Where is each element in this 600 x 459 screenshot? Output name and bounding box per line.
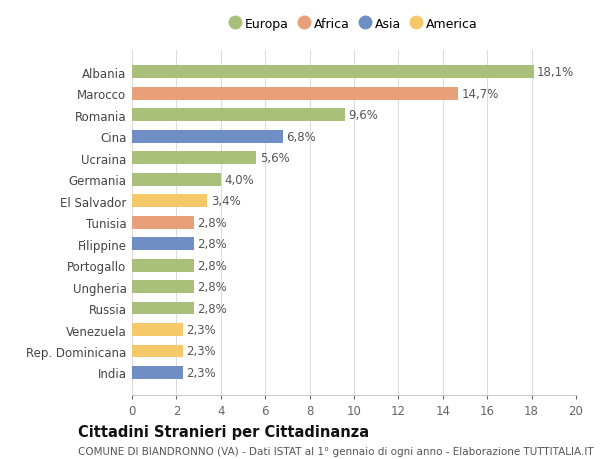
- Text: 2,8%: 2,8%: [197, 280, 227, 293]
- Text: 3,4%: 3,4%: [211, 195, 241, 207]
- Bar: [132, 366, 183, 379]
- Text: 2,8%: 2,8%: [197, 259, 227, 272]
- Text: 2,3%: 2,3%: [187, 323, 216, 336]
- Text: 18,1%: 18,1%: [537, 66, 574, 79]
- Text: COMUNE DI BIANDRONNO (VA) - Dati ISTAT al 1° gennaio di ogni anno - Elaborazione: COMUNE DI BIANDRONNO (VA) - Dati ISTAT a…: [78, 446, 593, 456]
- Text: 2,8%: 2,8%: [197, 302, 227, 315]
- Text: 5,6%: 5,6%: [260, 152, 289, 165]
- Bar: [132, 88, 458, 101]
- Text: 6,8%: 6,8%: [286, 130, 316, 143]
- Text: 4,0%: 4,0%: [224, 173, 254, 186]
- Bar: [132, 302, 194, 315]
- Text: 14,7%: 14,7%: [461, 88, 499, 101]
- Text: Cittadini Stranieri per Cittadinanza: Cittadini Stranieri per Cittadinanza: [78, 425, 369, 440]
- Bar: [132, 152, 256, 165]
- Bar: [132, 130, 283, 143]
- Text: 2,3%: 2,3%: [187, 366, 216, 379]
- Bar: [132, 259, 194, 272]
- Bar: [132, 66, 534, 79]
- Bar: [132, 195, 208, 207]
- Bar: [132, 216, 194, 229]
- Bar: [132, 174, 221, 186]
- Bar: [132, 109, 345, 122]
- Text: 2,8%: 2,8%: [197, 238, 227, 251]
- Text: 2,8%: 2,8%: [197, 216, 227, 229]
- Bar: [132, 280, 194, 293]
- Legend: Europa, Africa, Asia, America: Europa, Africa, Asia, America: [227, 16, 481, 34]
- Text: 2,3%: 2,3%: [187, 345, 216, 358]
- Bar: [132, 238, 194, 251]
- Bar: [132, 323, 183, 336]
- Bar: [132, 345, 183, 358]
- Text: 9,6%: 9,6%: [349, 109, 379, 122]
